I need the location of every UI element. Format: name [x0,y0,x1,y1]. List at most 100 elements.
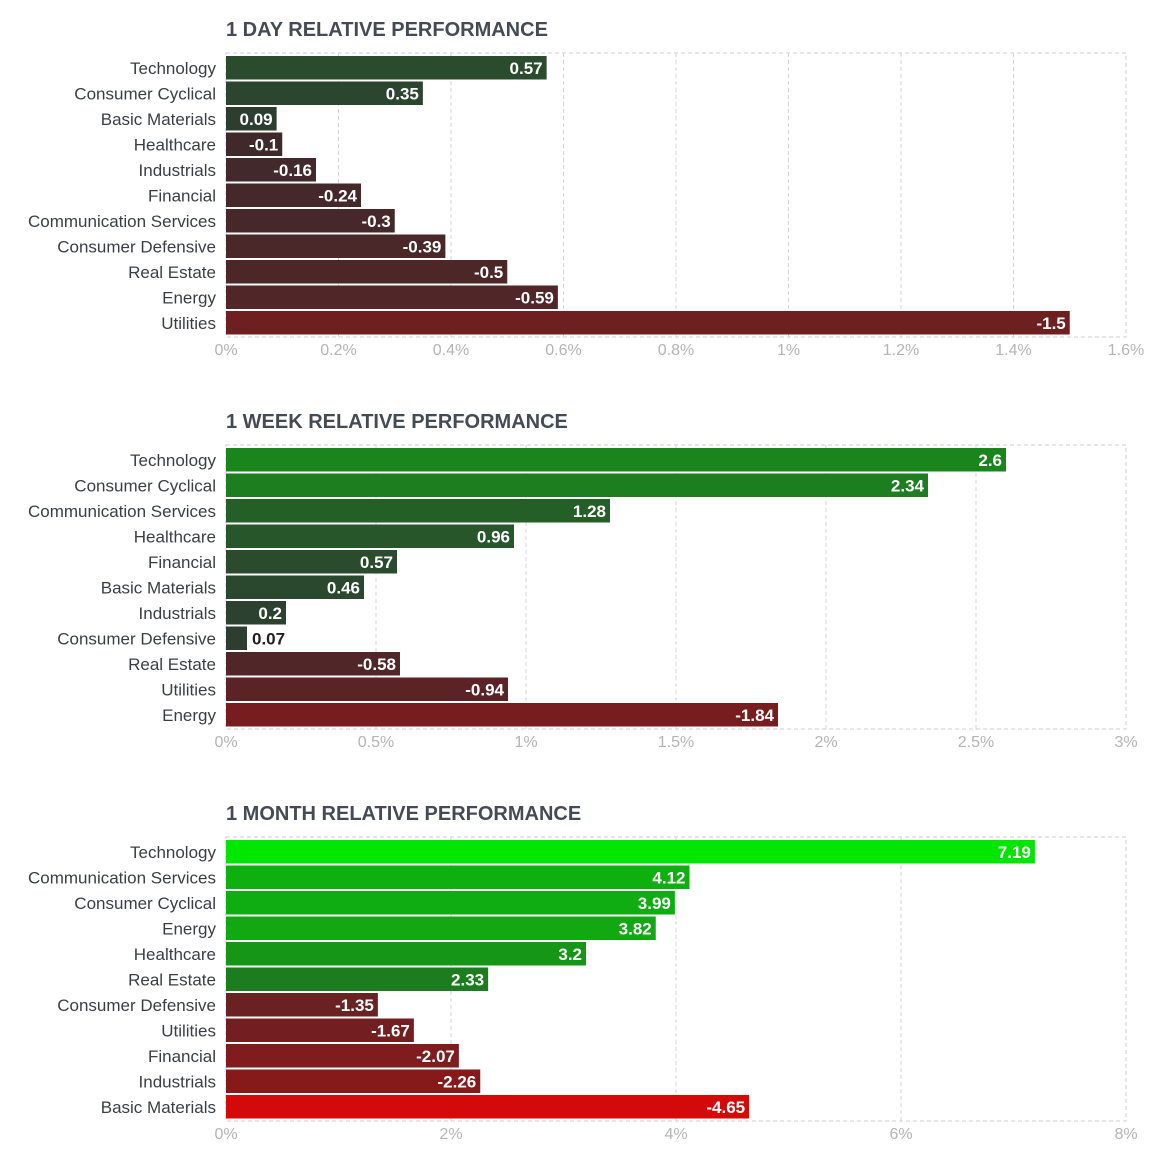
category-label: Consumer Cyclical [74,84,216,103]
category-label: Communication Services [28,502,216,521]
category-label: Basic Materials [101,578,216,597]
category-label: Energy [162,288,216,307]
category-label: Healthcare [134,527,216,546]
bar [226,1018,414,1042]
x-tick-label: 0.8% [658,342,694,359]
data-label: 0.09 [240,110,273,129]
bar [226,499,610,523]
x-tick-label: 2% [439,1126,462,1143]
data-label: 0.57 [360,553,393,572]
category-label: Industrials [139,604,216,623]
bar [226,81,423,105]
category-label: Basic Materials [101,110,216,129]
bar [226,942,586,966]
bar [226,601,286,625]
x-tick-label: 1.2% [883,342,919,359]
x-tick-label: 1% [777,342,800,359]
data-label: 0.96 [477,527,510,546]
data-label: 2.33 [451,970,484,989]
x-tick-label: 2% [814,734,837,751]
data-label: -0.39 [403,237,442,256]
x-tick-label: 3% [1114,734,1137,751]
data-label: -0.16 [273,161,312,180]
category-label: Industrials [139,1072,216,1091]
category-label: Technology [130,59,217,78]
bar [226,56,547,80]
x-tick-label: 1.6% [1108,342,1144,359]
bar [226,677,508,701]
x-tick-label: 1.4% [995,342,1031,359]
data-label: 0.07 [252,629,285,648]
data-label: 2.34 [891,476,925,495]
bar [226,473,928,497]
data-label: 3.2 [558,945,582,964]
bar [226,260,508,284]
chart-title: 1 DAY RELATIVE PERFORMANCE [226,19,548,41]
bar [226,865,690,889]
category-label: Healthcare [134,945,216,964]
data-label: 3.82 [619,919,652,938]
bar [226,132,283,156]
bar [226,891,675,915]
category-label: Basic Materials [101,1098,216,1117]
data-label: -0.3 [361,212,390,231]
x-tick-label: 0.4% [433,342,469,359]
category-label: Real Estate [128,970,216,989]
bar [226,703,778,727]
data-label: -1.67 [371,1021,410,1040]
data-label: -0.1 [249,135,278,154]
data-label: 2.6 [978,451,1002,470]
category-label: Financial [148,553,216,572]
category-label: Technology [130,843,217,862]
data-label: 0.35 [386,84,419,103]
data-label: -0.24 [318,186,357,205]
bar [226,1095,750,1119]
category-label: Real Estate [128,263,216,282]
category-label: Financial [148,186,216,205]
category-label: Consumer Defensive [57,237,216,256]
bar [226,209,395,233]
bar [226,183,361,207]
bar [226,652,400,676]
data-label: 4.12 [652,868,685,887]
chart-title: 1 MONTH RELATIVE PERFORMANCE [226,803,581,825]
category-label: Consumer Cyclical [74,894,216,913]
x-tick-label: 0% [214,1126,237,1143]
bar [226,311,1070,335]
bar [226,234,446,258]
x-tick-label: 0.6% [545,342,581,359]
bar [226,626,247,650]
x-tick-label: 0.2% [320,342,356,359]
category-label: Consumer Defensive [57,996,216,1015]
bar [226,524,514,548]
bar [226,448,1006,472]
x-tick-label: 0% [214,734,237,751]
category-label: Technology [130,451,217,470]
data-label: -1.35 [335,996,374,1015]
bar [226,993,378,1017]
data-label: -0.94 [465,680,504,699]
data-label: -4.65 [706,1098,745,1117]
x-tick-label: 4% [664,1126,687,1143]
chart-title: 1 WEEK RELATIVE PERFORMANCE [226,411,568,433]
data-label: 0.57 [510,59,543,78]
category-label: Real Estate [128,655,216,674]
bar [226,575,364,599]
category-label: Utilities [161,1021,216,1040]
data-label: -0.59 [515,288,554,307]
category-label: Communication Services [28,868,216,887]
data-label: -0.5 [474,263,503,282]
bar [226,1044,459,1068]
x-tick-label: 8% [1114,1126,1137,1143]
category-label: Communication Services [28,212,216,231]
x-tick-label: 0% [214,342,237,359]
bar [226,285,558,309]
data-label: 1.28 [573,502,606,521]
category-label: Consumer Defensive [57,629,216,648]
bar [226,967,489,991]
chart-2: 1 WEEK RELATIVE PERFORMANCE 0% 0.5% 1% 1.5% 2… [28,411,1138,751]
category-label: Utilities [161,314,216,333]
data-label: -1.5 [1036,314,1065,333]
